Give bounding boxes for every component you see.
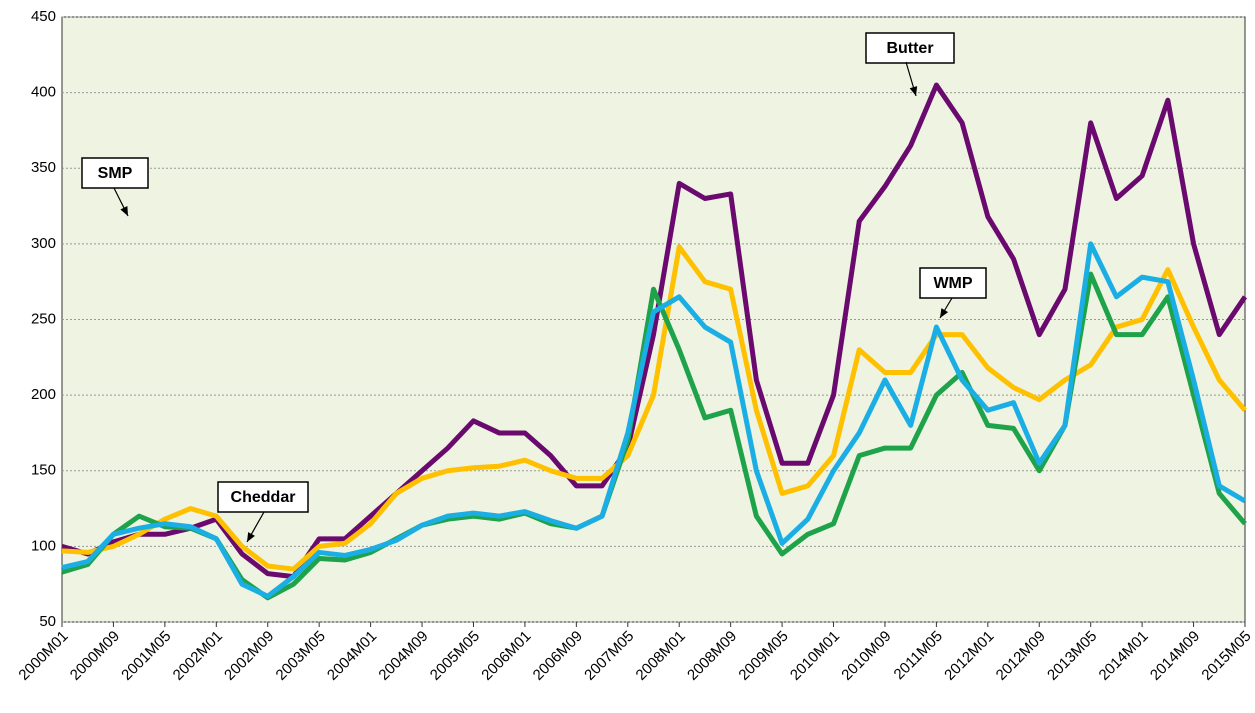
x-tick-label: 2010M01 [787, 628, 843, 684]
x-tick-label: 2001M05 [118, 628, 174, 684]
x-tick-label: 2012M01 [941, 628, 997, 684]
x-tick-label: 2002M01 [170, 628, 226, 684]
y-tick-label: 300 [31, 235, 56, 252]
x-tick-label: 2007M05 [581, 628, 637, 684]
annotation-arrowhead [120, 206, 128, 216]
x-tick-label: 2002M09 [221, 628, 277, 684]
x-tick-label: 2013M05 [1044, 628, 1100, 684]
y-tick-label: 100 [31, 537, 56, 554]
x-tick-label: 2000M09 [67, 628, 123, 684]
annotation-box [217, 481, 309, 513]
x-tick-label: 2006M01 [478, 628, 534, 684]
annotation-arrowhead [940, 308, 949, 318]
annotation-label: SMP [98, 165, 133, 182]
x-tick-label: 2005M05 [427, 628, 483, 684]
annotation-box [865, 32, 955, 64]
x-tick-label: 2008M09 [684, 628, 740, 684]
series-line [61, 82, 1248, 580]
x-tick-label: 2015M05 [1198, 628, 1254, 684]
annotation-label: Butter [886, 40, 933, 57]
x-tick-label: 2011M05 [891, 628, 946, 683]
x-tick-label: 2014M01 [1096, 628, 1152, 684]
y-tick-label: 350 [31, 159, 56, 176]
y-tick-label: 450 [31, 8, 56, 25]
annotation-arrowhead [909, 86, 918, 96]
x-tick-label: 2014M09 [1147, 628, 1203, 684]
x-tick-label: 2008M01 [633, 628, 689, 684]
series-line [61, 241, 1247, 599]
y-tick-label: 150 [31, 462, 56, 479]
x-tick-label: 2010M09 [838, 628, 894, 684]
x-tick-label: 2012M09 [993, 628, 1049, 684]
x-tick-label: 2009M05 [735, 628, 791, 684]
x-tick-label: 2006M09 [530, 628, 586, 684]
annotation-arrowhead [247, 532, 255, 542]
annotation-box [919, 267, 987, 299]
x-tick-label: 2004M09 [375, 628, 431, 684]
x-tick-label: 2004M01 [324, 628, 380, 684]
x-tick-label: 2000M01 [15, 628, 71, 684]
y-tick-label: 200 [31, 386, 56, 403]
x-tick-label: 2003M05 [273, 628, 329, 684]
y-tick-label: 250 [31, 310, 56, 327]
y-tick-label: 400 [31, 84, 56, 101]
annotation-box [81, 157, 149, 189]
annotation-label: WMP [933, 275, 972, 292]
y-tick-label: 50 [39, 613, 56, 630]
annotation-label: Cheddar [231, 489, 296, 506]
series-line [61, 244, 1247, 572]
